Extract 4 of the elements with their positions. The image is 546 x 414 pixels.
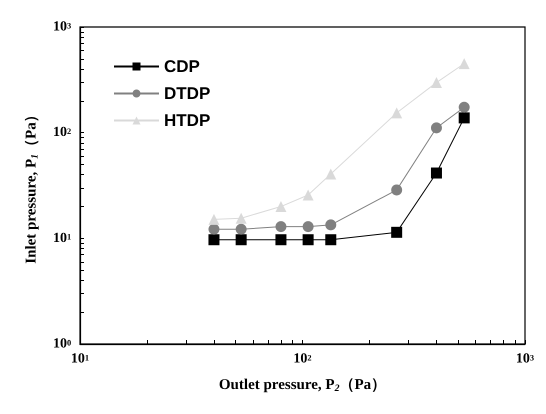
legend-label: DTDP xyxy=(164,84,210,103)
y-axis-title: Inlet pressure, P1（Pa） xyxy=(23,107,40,264)
legend-label: HTDP xyxy=(164,111,210,130)
legend-label: CDP xyxy=(164,57,200,76)
